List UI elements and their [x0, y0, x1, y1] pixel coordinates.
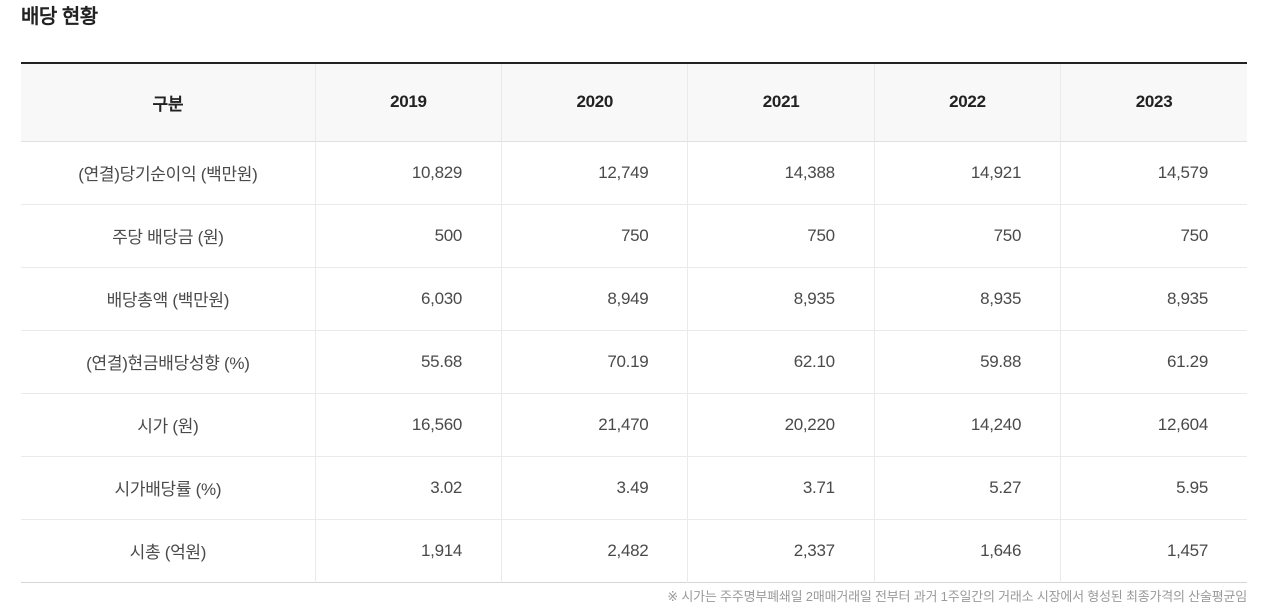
table-header: 구분 2019 2020 2021 2022 2023	[21, 63, 1247, 142]
cell-value: 8,949	[501, 266, 688, 330]
cell-value: 750	[873, 203, 1061, 267]
cell-value: 8,935	[873, 266, 1061, 330]
cell-value: 750	[501, 203, 688, 267]
row-label-dividend-yield: 시가배당률 (%)	[21, 455, 316, 519]
cell-value: 20,220	[687, 392, 875, 456]
column-header-2022: 2022	[873, 63, 1061, 142]
table-row: 배당총액 (백만원) 6,030 8,949 8,935 8,935 8,935	[21, 266, 1247, 330]
cell-value: 61.29	[1060, 329, 1247, 393]
cell-value: 8,935	[687, 266, 875, 330]
row-label-net-income: (연결)당기순이익 (백만원)	[78, 165, 258, 184]
cell-value: 5.27	[873, 455, 1061, 519]
header-row: 구분 2019 2020 2021 2022 2023	[21, 63, 1247, 142]
cell-value: 3.02	[314, 455, 502, 519]
cell-value: 3.49	[501, 455, 688, 519]
column-header-category: 구분	[21, 63, 316, 142]
table-row: 주당 배당금 (원) 500 750 750 750 750	[21, 203, 1247, 267]
cell-value: 14,240	[873, 392, 1061, 456]
column-header-2019: 2019	[314, 63, 502, 142]
cell-value: 70.19	[501, 329, 688, 393]
cell-value: 16,560	[314, 392, 502, 456]
cell-value: 10,829	[314, 141, 502, 204]
cell-value: 59.88	[873, 329, 1061, 393]
table-body: (연결)당기순이익 (백만원) 10,829 12,749 14,388 14,…	[21, 141, 1247, 582]
cell-value: 1,646	[873, 518, 1061, 582]
cell-value: 500	[314, 203, 502, 267]
cell-value: 14,921	[873, 141, 1061, 204]
cell-value: 8,935	[1060, 266, 1247, 330]
cell-value: 1,457	[1060, 518, 1247, 582]
cell-value: 2,482	[501, 518, 688, 582]
row-label-market-price: 시가 (원)	[21, 392, 316, 456]
column-header-2020: 2020	[501, 63, 688, 142]
cell-value: 12,604	[1060, 392, 1247, 456]
cell-value: 2,337	[687, 518, 875, 582]
column-header-2023: 2023	[1060, 63, 1247, 142]
table-footnote: ※ 시가는 주주명부폐쇄일 2매매거래일 전부터 과거 1주일간의 거래소 시장…	[667, 588, 1247, 604]
table-row: 시가배당률 (%) 3.02 3.49 3.71 5.27 5.95	[21, 455, 1247, 519]
table-row: 시가 (원) 16,560 21,470 20,220 14,240 12,60…	[21, 392, 1247, 456]
cell-value: 750	[1060, 203, 1247, 267]
table-row: (연결)현금배당성향 (%) 55.68 70.19 62.10 59.88 6…	[21, 329, 1247, 393]
cell-value: 14,579	[1060, 141, 1247, 204]
column-header-2021: 2021	[687, 63, 875, 142]
table-row: 시총 (억원) 1,914 2,482 2,337 1,646 1,457	[21, 518, 1247, 582]
row-label-dividend-per-share: 주당 배당금 (원)	[21, 203, 316, 267]
cell-value: 14,388	[687, 141, 875, 204]
cell-value: 62.10	[687, 329, 875, 393]
cell-value: 6,030	[314, 266, 502, 330]
row-label-total-dividend: 배당총액 (백만원)	[21, 266, 316, 330]
row-label-market-cap: 시총 (억원)	[21, 518, 316, 582]
cell-value: 21,470	[501, 392, 688, 456]
cell-value: 5.95	[1060, 455, 1247, 519]
page-title: 배당 현황	[21, 6, 98, 28]
table-row: (연결)당기순이익 (백만원) 10,829 12,749 14,388 14,…	[21, 141, 1247, 204]
cell-value: 55.68	[314, 329, 502, 393]
cell-value: 3.71	[687, 455, 875, 519]
cell-value: 12,749	[501, 141, 688, 204]
cell-value: 1,914	[314, 518, 502, 582]
row-label-payout-ratio: (연결)현금배당성향 (%)	[21, 329, 316, 393]
cell-value: 750	[687, 203, 875, 267]
dividend-table: 구분 2019 2020 2021 2022 2023 (연결)당기순이익 (백…	[21, 62, 1247, 583]
